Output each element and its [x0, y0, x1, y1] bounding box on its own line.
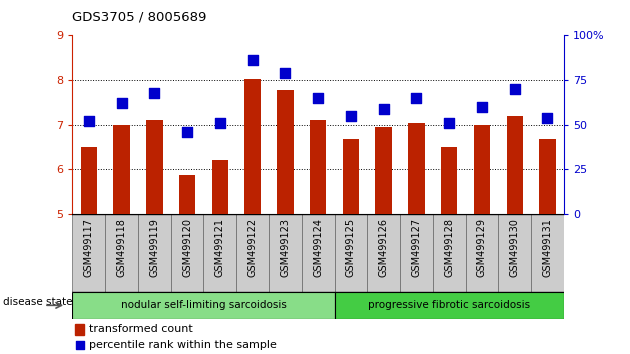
Text: GSM499126: GSM499126 [379, 218, 389, 277]
FancyBboxPatch shape [138, 214, 171, 292]
Bar [179, 175, 195, 214]
Bar [244, 79, 261, 214]
Point [444, 120, 454, 126]
Text: GDS3705 / 8005689: GDS3705 / 8005689 [72, 11, 207, 24]
Text: GSM499127: GSM499127 [411, 218, 421, 277]
Point [477, 104, 487, 110]
FancyBboxPatch shape [400, 214, 433, 292]
FancyBboxPatch shape [72, 292, 335, 319]
Text: GSM499120: GSM499120 [182, 218, 192, 277]
Bar [474, 125, 490, 214]
Bar [310, 120, 326, 214]
Text: nodular self-limiting sarcoidosis: nodular self-limiting sarcoidosis [120, 300, 287, 310]
Point [182, 129, 192, 135]
FancyBboxPatch shape [171, 214, 203, 292]
Text: GSM499123: GSM499123 [280, 218, 290, 277]
Point [313, 95, 323, 101]
FancyBboxPatch shape [72, 214, 105, 292]
FancyBboxPatch shape [367, 214, 400, 292]
Text: GSM499122: GSM499122 [248, 218, 258, 277]
Bar [507, 116, 523, 214]
Point [117, 101, 127, 106]
Text: progressive fibrotic sarcoidosis: progressive fibrotic sarcoidosis [368, 300, 530, 310]
FancyBboxPatch shape [335, 292, 564, 319]
Bar [76, 324, 84, 335]
Bar [277, 90, 294, 214]
Text: percentile rank within the sample: percentile rank within the sample [89, 340, 277, 350]
FancyBboxPatch shape [236, 214, 269, 292]
Point [84, 118, 94, 124]
FancyBboxPatch shape [269, 214, 302, 292]
Bar [375, 127, 392, 214]
FancyBboxPatch shape [203, 214, 236, 292]
Text: GSM499118: GSM499118 [117, 218, 127, 277]
Bar [343, 139, 359, 214]
Bar [212, 160, 228, 214]
Text: GSM499117: GSM499117 [84, 218, 94, 277]
Point [510, 86, 520, 92]
Point [248, 58, 258, 63]
Bar [441, 147, 457, 214]
FancyBboxPatch shape [433, 214, 466, 292]
Point [542, 115, 553, 120]
FancyBboxPatch shape [466, 214, 498, 292]
Point [149, 90, 159, 96]
FancyBboxPatch shape [335, 214, 367, 292]
Text: GSM499128: GSM499128 [444, 218, 454, 277]
Text: GSM499129: GSM499129 [477, 218, 487, 277]
FancyBboxPatch shape [105, 214, 138, 292]
Bar [539, 139, 556, 214]
Text: GSM499121: GSM499121 [215, 218, 225, 277]
Bar [113, 125, 130, 214]
Bar [146, 120, 163, 214]
Text: GSM499130: GSM499130 [510, 218, 520, 277]
Point [379, 106, 389, 112]
Point [75, 342, 85, 348]
FancyBboxPatch shape [302, 214, 335, 292]
FancyBboxPatch shape [531, 214, 564, 292]
Text: transformed count: transformed count [89, 324, 192, 334]
Text: GSM499131: GSM499131 [542, 218, 553, 277]
Point [215, 120, 225, 126]
Text: GSM499125: GSM499125 [346, 218, 356, 277]
Text: disease state: disease state [3, 297, 72, 307]
Bar [408, 122, 425, 214]
Point [411, 95, 421, 101]
FancyBboxPatch shape [498, 214, 531, 292]
Text: GSM499119: GSM499119 [149, 218, 159, 277]
Bar [81, 147, 97, 214]
Point [280, 70, 290, 76]
Point [346, 113, 356, 119]
Text: GSM499124: GSM499124 [313, 218, 323, 277]
